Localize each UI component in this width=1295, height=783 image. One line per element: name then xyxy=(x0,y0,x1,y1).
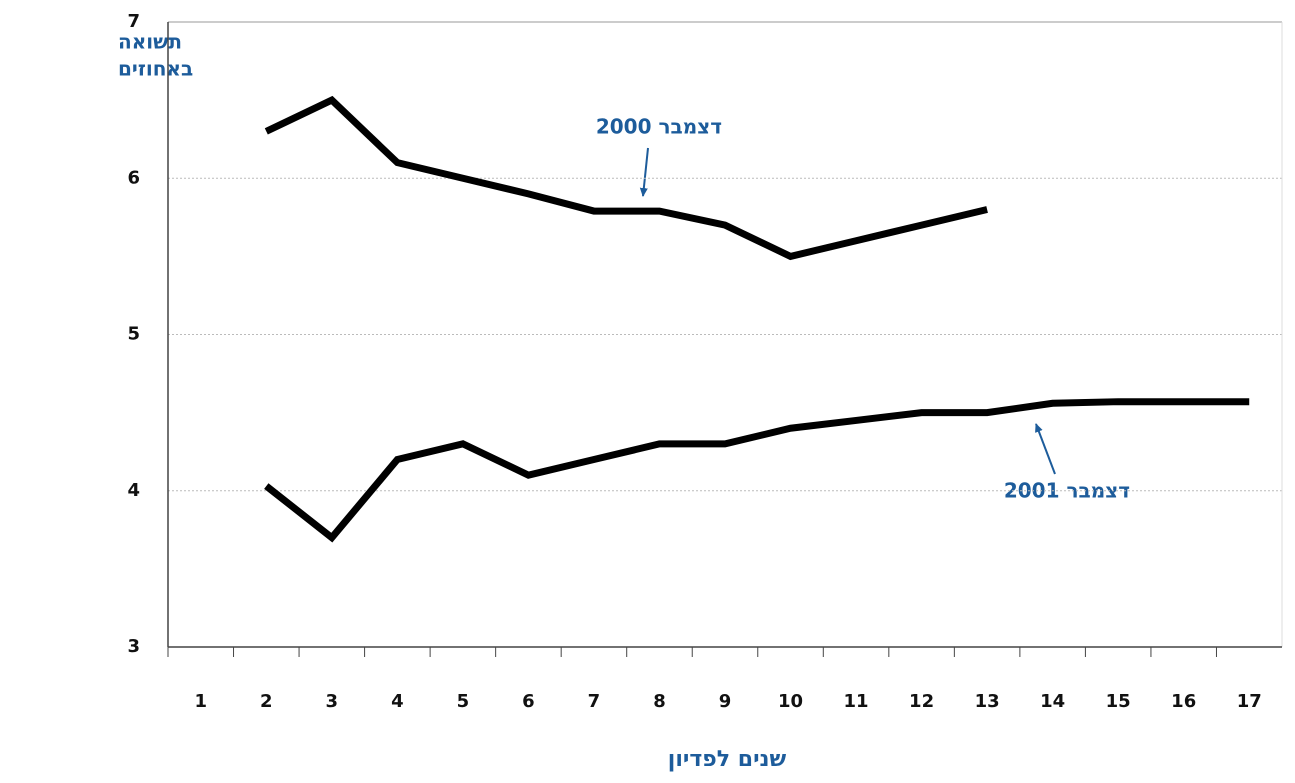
x-tick-label: 4 xyxy=(391,691,404,712)
x-tick-label: 1 xyxy=(194,691,207,712)
x-tick-label: 16 xyxy=(1171,691,1196,712)
annotation: דצמבר 2000 xyxy=(596,115,722,139)
y-tick-label: 3 xyxy=(127,636,140,657)
annotation-arrow xyxy=(1035,423,1056,475)
x-tick-label: 3 xyxy=(326,691,339,712)
x-tick-label: 5 xyxy=(457,691,470,712)
y-axis-label: באחוזים xyxy=(118,57,193,81)
annotation-arrow xyxy=(639,147,649,197)
x-tick-label: 17 xyxy=(1237,691,1262,712)
y-tick-label: 7 xyxy=(127,11,140,32)
x-axis-label: שנים לפדיון xyxy=(668,747,787,772)
x-tick-label: 12 xyxy=(909,691,934,712)
x-tick-label: 15 xyxy=(1106,691,1131,712)
x-tick-label: 13 xyxy=(975,691,1000,712)
x-tick-label: 6 xyxy=(522,691,535,712)
x-tick-label: 9 xyxy=(719,691,732,712)
x-tick-label: 14 xyxy=(1040,691,1065,712)
y-axis-label: תשואה xyxy=(118,30,182,54)
series-line xyxy=(264,398,1250,543)
y-tick-label: 6 xyxy=(127,167,140,188)
series-line xyxy=(264,95,988,261)
annotation: דצמבר 2001 xyxy=(1004,479,1130,503)
x-tick-label: 2 xyxy=(260,691,273,712)
x-tick-label: 8 xyxy=(653,691,666,712)
x-tick-label: 11 xyxy=(844,691,869,712)
x-tick-label: 10 xyxy=(778,691,803,712)
y-tick-label: 5 xyxy=(127,324,140,345)
x-tick-label: 7 xyxy=(588,691,601,712)
y-tick-label: 4 xyxy=(127,480,140,501)
